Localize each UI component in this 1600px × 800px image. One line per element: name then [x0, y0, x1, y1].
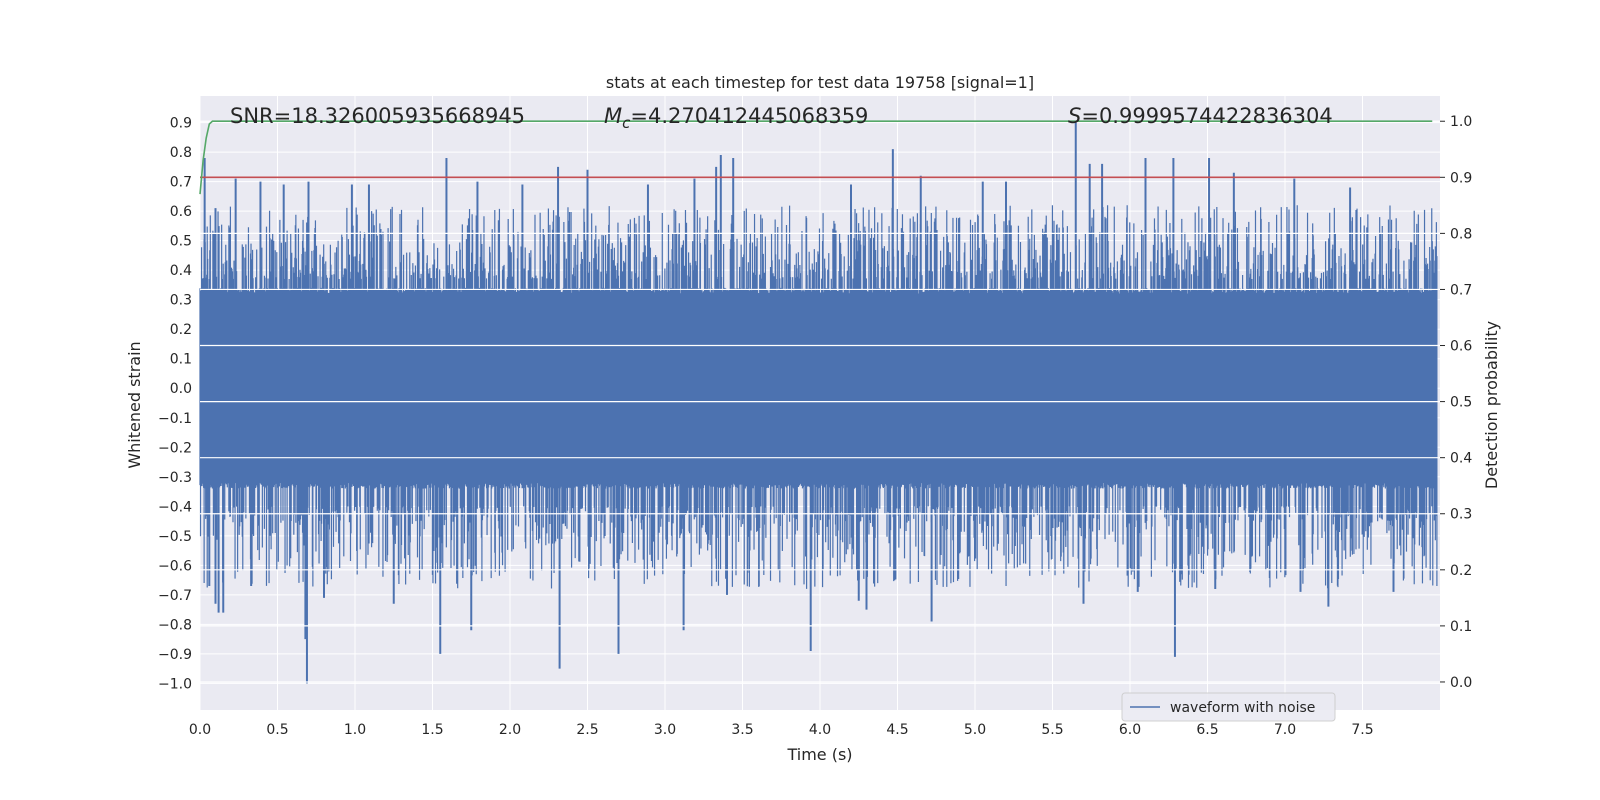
chirp-mass-annotation: Mc=4.270412445068359: [604, 104, 868, 132]
chart-title: stats at each timestep for test data 197…: [606, 73, 1034, 92]
y-right-tick-label: 0.8: [1450, 226, 1472, 242]
y-right-tick-label: 0.9: [1450, 170, 1472, 186]
waveform-series: [199, 122, 1438, 684]
x-tick-label: 5.0: [964, 722, 986, 738]
y-tick-label: 0.8: [170, 145, 192, 161]
y-tick-label: −0.8: [158, 617, 192, 633]
y-tick-label: −0.5: [158, 529, 192, 545]
y-tick-label: −0.3: [158, 470, 192, 486]
x-tick-label: 7.5: [1351, 722, 1373, 738]
x-tick-label: 4.0: [809, 722, 831, 738]
legend-box: [1121, 692, 1336, 722]
x-tick-label: 0.0: [189, 722, 211, 738]
y-tick-label: 0.9: [170, 116, 192, 132]
y-tick-label: −0.9: [158, 647, 192, 663]
y-tick-label: −1.0: [158, 676, 192, 692]
y-tick-label: 0.1: [170, 352, 192, 368]
x-tick-label: 4.5: [886, 722, 908, 738]
score-annotation: S=0.9999574422836304: [1068, 104, 1333, 128]
waveform-core-band: [200, 293, 1437, 483]
y-tick-label: 0.0: [170, 381, 192, 397]
y-right-tick-label: 1.0: [1450, 114, 1472, 130]
y-tick-label: 0.4: [170, 263, 192, 279]
y-right-tick-label: 0.0: [1450, 675, 1472, 691]
y-tick-label: −0.2: [158, 440, 192, 456]
x-tick-label: 3.0: [654, 722, 676, 738]
x-tick-label: 1.5: [421, 722, 443, 738]
y-right-tick-label: 0.5: [1450, 395, 1472, 411]
legend: waveform with noise: [1121, 692, 1336, 722]
y-right-tick-label: 0.2: [1450, 563, 1472, 579]
probability-lines: [199, 120, 1440, 195]
y-right-tick-label: 0.3: [1450, 507, 1472, 523]
y-tick-label: −0.7: [158, 588, 192, 604]
x-tick-label: 6.5: [1196, 722, 1218, 738]
y-right-axis-label: Detection probability: [1482, 321, 1501, 489]
y-tick-label: −0.4: [158, 499, 192, 515]
y-tick-label: 0.5: [170, 234, 192, 250]
mc-value: =4.270412445068359: [630, 104, 868, 128]
y-tick-label: 0.7: [170, 175, 192, 191]
y-tick-label: 0.6: [170, 204, 192, 220]
y-axis-label: Whitened strain: [125, 341, 144, 468]
legend-label: waveform with noise: [1170, 700, 1315, 716]
y-right-tick-label: 0.1: [1450, 619, 1472, 635]
x-axis-label: Time (s): [786, 745, 852, 764]
x-tick-label: 7.0: [1274, 722, 1296, 738]
x-tick-label: 2.5: [576, 722, 598, 738]
x-tick-label: 6.0: [1119, 722, 1141, 738]
y-tick-label: 0.3: [170, 293, 192, 309]
x-tick-label: 2.0: [499, 722, 521, 738]
tick-labels: 0.9 0.8 0.7 0.6 0.5 0.4 0.3 0.2 0.1 0.0 −0.1 −0.2 −0…: [158, 114, 1472, 738]
snr-annotation: SNR=18.326005935668945: [230, 104, 525, 128]
y-tick-label: −0.6: [158, 558, 192, 574]
y-right-tick-label: 0.7: [1450, 282, 1472, 298]
x-tick-label: 1.0: [344, 722, 366, 738]
s-value: =0.9999574422836304: [1081, 104, 1332, 128]
y-tick-label: 0.2: [170, 322, 192, 338]
s-symbol: S: [1068, 104, 1081, 128]
x-tick-label: 0.5: [266, 722, 288, 738]
y-tick-label: −0.1: [158, 411, 192, 427]
y-right-tick-label: 0.6: [1450, 339, 1472, 355]
x-tick-label: 5.5: [1041, 722, 1063, 738]
mc-symbol: M: [604, 104, 622, 128]
detection-probability-line: [199, 120, 1433, 195]
y-right-tick-label: 0.4: [1450, 451, 1472, 467]
mc-subscript: c: [622, 114, 631, 132]
x-tick-label: 3.5: [731, 722, 753, 738]
